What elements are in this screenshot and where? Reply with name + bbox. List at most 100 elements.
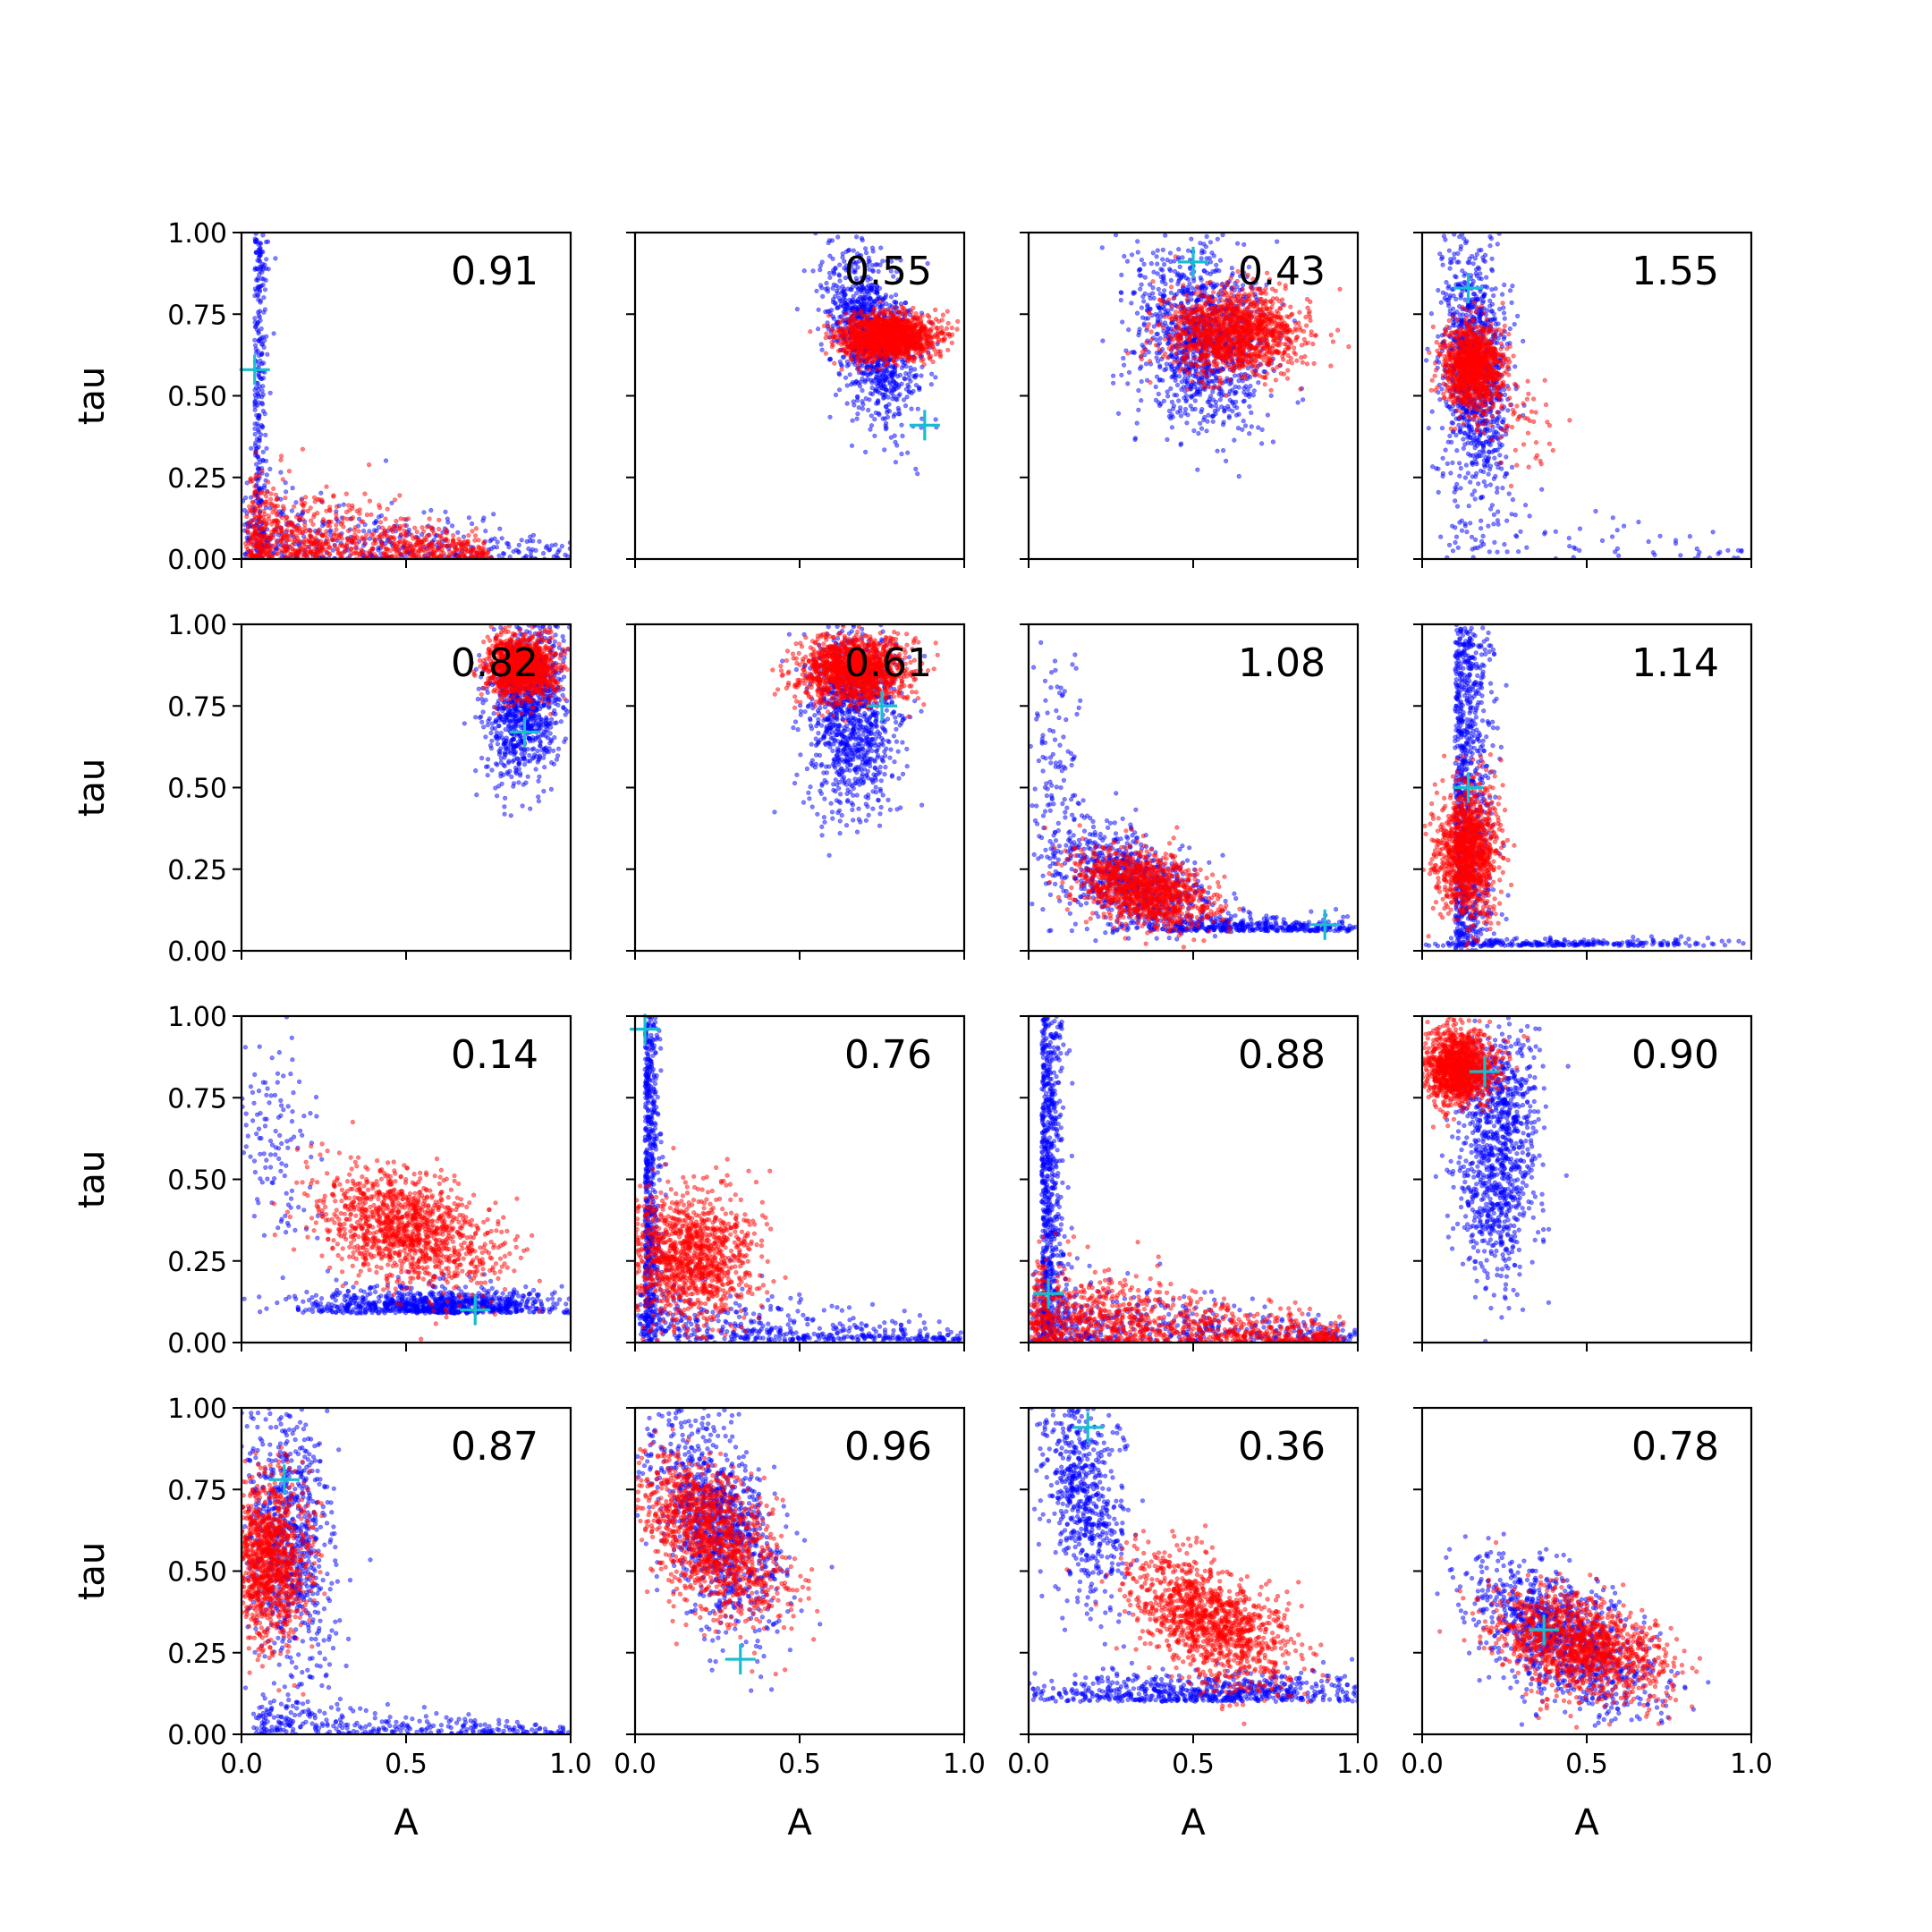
blue-point bbox=[496, 553, 502, 558]
blue-point bbox=[257, 284, 262, 290]
red-point bbox=[894, 340, 900, 345]
red-point bbox=[886, 352, 892, 358]
blue-point bbox=[1212, 408, 1217, 413]
blue-point bbox=[895, 385, 902, 390]
red-point bbox=[273, 529, 278, 534]
blue-point bbox=[878, 245, 884, 250]
blue-point bbox=[855, 381, 861, 386]
blue-point bbox=[252, 236, 258, 242]
blue-point bbox=[888, 435, 894, 440]
blue-point bbox=[885, 408, 890, 413]
blue-point bbox=[1132, 436, 1138, 441]
blue-point bbox=[516, 542, 521, 548]
blue-point bbox=[836, 370, 842, 377]
red-point bbox=[852, 312, 857, 318]
blue-point bbox=[893, 301, 899, 306]
blue-point bbox=[1198, 241, 1203, 246]
blue-point bbox=[260, 392, 267, 397]
red-point bbox=[901, 340, 906, 345]
blue-point bbox=[857, 253, 862, 258]
red-point bbox=[843, 310, 849, 317]
red-point bbox=[872, 337, 877, 343]
blue-point bbox=[1174, 292, 1179, 297]
red-point bbox=[292, 537, 298, 543]
red-point bbox=[873, 322, 878, 327]
red-point bbox=[251, 493, 257, 498]
red-point bbox=[894, 309, 900, 315]
blue-point bbox=[1150, 291, 1156, 296]
blue-point bbox=[859, 235, 865, 242]
blue-point bbox=[450, 523, 455, 529]
blue-point bbox=[1168, 258, 1174, 265]
red-point bbox=[257, 544, 262, 549]
red-point bbox=[443, 537, 448, 542]
red-point bbox=[945, 347, 951, 352]
blue-point bbox=[1175, 271, 1181, 276]
blue-point bbox=[1100, 338, 1106, 343]
blue-point bbox=[1165, 394, 1171, 399]
blue-point bbox=[915, 406, 920, 411]
red-point bbox=[823, 335, 828, 341]
panel-points bbox=[1099, 233, 1352, 479]
blue-point bbox=[884, 425, 889, 430]
blue-point bbox=[1172, 393, 1177, 398]
blue-point bbox=[362, 521, 368, 528]
blue-point bbox=[1140, 315, 1146, 320]
blue-point bbox=[1241, 242, 1247, 248]
red-point bbox=[436, 517, 442, 522]
blue-point bbox=[1157, 310, 1163, 316]
red-point bbox=[340, 550, 345, 555]
red-point bbox=[849, 342, 854, 347]
blue-point bbox=[537, 538, 542, 544]
red-point bbox=[252, 476, 258, 481]
blue-point bbox=[1172, 268, 1178, 275]
red-point bbox=[362, 491, 368, 496]
red-point bbox=[916, 331, 921, 336]
red-point bbox=[865, 350, 871, 355]
red-point bbox=[451, 532, 456, 538]
blue-point bbox=[903, 370, 909, 377]
red-point bbox=[323, 547, 328, 552]
blue-point bbox=[1137, 366, 1143, 371]
red-point bbox=[424, 524, 430, 530]
blue-point bbox=[469, 521, 475, 527]
blue-point bbox=[1229, 266, 1234, 271]
red-point bbox=[271, 518, 277, 523]
blue-point bbox=[872, 417, 877, 422]
blue-point bbox=[905, 382, 911, 388]
blue-point bbox=[258, 241, 263, 246]
red-point bbox=[939, 331, 945, 336]
red-point bbox=[843, 351, 850, 356]
red-point bbox=[266, 479, 271, 485]
red-point bbox=[304, 554, 309, 559]
blue-point bbox=[902, 376, 907, 381]
marker-cross bbox=[239, 354, 270, 386]
blue-point bbox=[884, 403, 889, 410]
red-point bbox=[383, 554, 388, 559]
blue-point bbox=[891, 274, 896, 279]
red-point bbox=[831, 328, 836, 334]
blue-point bbox=[1171, 403, 1176, 409]
red-point bbox=[284, 538, 290, 543]
blue-point bbox=[869, 392, 876, 397]
red-point bbox=[933, 352, 938, 357]
blue-point bbox=[794, 307, 801, 312]
blue-point bbox=[258, 318, 263, 323]
blue-point bbox=[886, 265, 891, 271]
blue-point bbox=[1156, 286, 1161, 292]
blue-point bbox=[252, 316, 258, 321]
red-point bbox=[462, 550, 468, 555]
blue-point bbox=[252, 407, 258, 412]
red-point bbox=[352, 524, 358, 530]
red-point bbox=[905, 339, 911, 344]
red-point bbox=[326, 551, 332, 556]
red-point bbox=[425, 546, 431, 551]
red-point bbox=[889, 346, 894, 352]
red-point bbox=[246, 524, 251, 530]
red-point bbox=[826, 324, 831, 329]
red-point bbox=[352, 537, 358, 542]
red-point bbox=[258, 527, 263, 532]
blue-point bbox=[1185, 412, 1191, 418]
red-point bbox=[901, 345, 907, 351]
red-point bbox=[286, 522, 292, 528]
